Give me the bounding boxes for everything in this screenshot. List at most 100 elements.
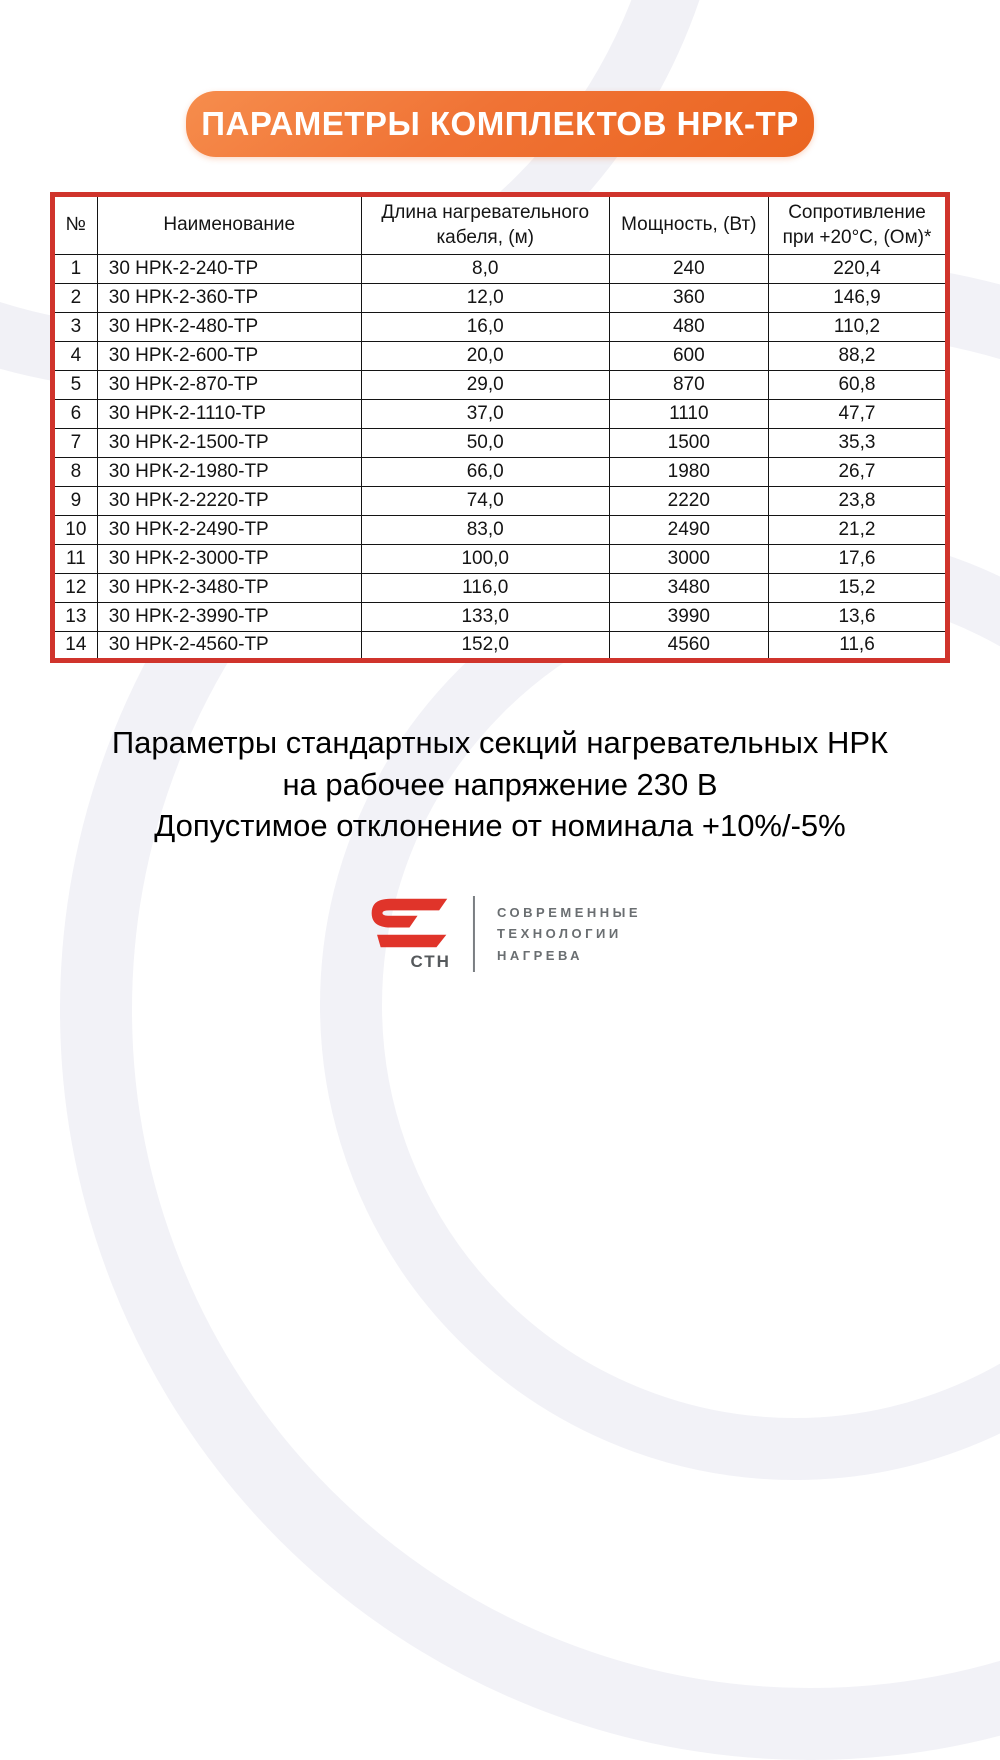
cell-length: 74,0 [360,486,610,516]
cell-length: 20,0 [360,341,610,371]
table-row: 11 30 НРК-2-3000-ТР 100,0 3000 17,6 [52,544,949,574]
page-title: ПАРАМЕТРЫ КОМПЛЕКТОВ НРК-ТР [201,105,799,142]
cell-length: 116,0 [360,573,610,603]
logo-mark-block: СТН [359,896,451,972]
cell-number: 7 [52,428,98,458]
cell-name: 30 НРК-2-870-ТР [96,370,362,400]
spec-table: № Наименование Длина нагревательного каб… [50,192,950,663]
cell-resistance: 88,2 [767,341,949,371]
cell-length: 100,0 [360,544,610,574]
column-header-power: Мощность, (Вт) [608,194,769,255]
stn-cable-icon [359,896,451,950]
cell-number: 3 [52,312,98,342]
table-row: 2 30 НРК-2-360-ТР 12,0 360 146,9 [52,283,949,313]
cell-number: 14 [52,631,98,661]
cell-power: 2490 [608,515,769,545]
cell-resistance: 47,7 [767,399,949,429]
cell-resistance: 11,6 [767,631,949,661]
cell-name: 30 НРК-2-2220-ТР [96,486,362,516]
cell-name: 30 НРК-2-1110-ТР [96,399,362,429]
cell-resistance: 60,8 [767,370,949,400]
table-row: 13 30 НРК-2-3990-ТР 133,0 3990 13,6 [52,602,949,632]
cell-name: 30 НРК-2-4560-ТР [96,631,362,661]
cell-name: 30 НРК-2-360-ТР [96,283,362,313]
cell-resistance: 110,2 [767,312,949,342]
cell-power: 2220 [608,486,769,516]
cell-length: 29,0 [360,370,610,400]
cell-resistance: 220,4 [767,254,949,284]
cell-resistance: 15,2 [767,573,949,603]
cell-power: 3000 [608,544,769,574]
cell-number: 12 [52,573,98,603]
cell-number: 6 [52,399,98,429]
cell-power: 3990 [608,602,769,632]
cell-name: 30 НРК-2-3990-ТР [96,602,362,632]
column-header-resistance: Сопротивление при +20°С, (Ом)* [767,194,949,255]
logo-abbr: СТН [410,952,451,971]
cell-length: 8,0 [360,254,610,284]
spec-table-container: № Наименование Длина нагревательного каб… [50,192,950,663]
cell-power: 1110 [608,399,769,429]
table-header-row: № Наименование Длина нагревательного каб… [52,194,949,255]
cell-power: 240 [608,254,769,284]
cell-resistance: 26,7 [767,457,949,487]
column-header-length: Длина нагревательного кабеля, (м) [360,194,610,255]
cell-name: 30 НРК-2-3480-ТР [96,573,362,603]
table-row: 5 30 НРК-2-870-ТР 29,0 870 60,8 [52,370,949,400]
cell-resistance: 23,8 [767,486,949,516]
cell-length: 152,0 [360,631,610,661]
cell-name: 30 НРК-2-2490-ТР [96,515,362,545]
cell-name: 30 НРК-2-1980-ТР [96,457,362,487]
background-arc-bottom-right-inner [320,530,1000,1480]
note-line-1: Параметры стандартных секций нагреватель… [111,725,889,760]
table-row: 14 30 НРК-2-4560-ТР 152,0 4560 11,6 [52,631,949,661]
table-row: 8 30 НРК-2-1980-ТР 66,0 1980 26,7 [52,457,949,487]
cell-number: 2 [52,283,98,313]
logo-divider [472,896,475,972]
column-header-number: № [52,194,98,255]
table-row: 10 30 НРК-2-2490-ТР 83,0 2490 21,2 [52,515,949,545]
cell-number: 1 [52,254,98,284]
cell-power: 360 [608,283,769,313]
note-line-2: на рабочее напряжение 230 В [282,766,718,802]
cell-power: 4560 [608,631,769,661]
cell-name: 30 НРК-2-3000-ТР [96,544,362,574]
cell-resistance: 17,6 [767,544,949,574]
logo-company-line-2: ТЕХНОЛОГИИ [496,926,622,942]
cell-number: 13 [52,602,98,632]
table-row: 7 30 НРК-2-1500-ТР 50,0 1500 35,3 [52,428,949,458]
cell-name: 30 НРК-2-1500-ТР [96,428,362,458]
cell-number: 8 [52,457,98,487]
cell-name: 30 НРК-2-480-ТР [96,312,362,342]
cell-length: 133,0 [360,602,610,632]
cell-resistance: 146,9 [767,283,949,313]
title-banner: ПАРАМЕТРЫ КОМПЛЕКТОВ НРК-ТР [186,91,814,157]
cell-power: 600 [608,341,769,371]
cell-length: 16,0 [360,312,610,342]
cell-resistance: 21,2 [767,515,949,545]
cell-number: 11 [52,544,98,574]
table-row: 12 30 НРК-2-3480-ТР 116,0 3480 15,2 [52,573,949,603]
cell-length: 83,0 [360,515,610,545]
cell-power: 1980 [608,457,769,487]
column-header-name: Наименование [96,194,362,255]
table-row: 6 30 НРК-2-1110-ТР 37,0 1110 47,7 [52,399,949,429]
cell-length: 66,0 [360,457,610,487]
cell-power: 480 [608,312,769,342]
logo-company-name: СОВРЕМЕННЫЕ ТЕХНОЛОГИИ НАГРЕВА [497,902,641,966]
note-line-3: Допустимое отклонение от номинала +10%/-… [154,808,846,844]
cell-length: 50,0 [360,428,610,458]
cell-power: 1500 [608,428,769,458]
cell-number: 9 [52,486,98,516]
cell-name: 30 НРК-2-240-ТР [96,254,362,284]
cell-length: 12,0 [360,283,610,313]
table-row: 4 30 НРК-2-600-ТР 20,0 600 88,2 [52,341,949,371]
table-row: 1 30 НРК-2-240-ТР 8,0 240 220,4 [52,254,949,284]
cell-power: 870 [608,370,769,400]
cell-number: 4 [52,341,98,371]
cell-power: 3480 [608,573,769,603]
note-text: Параметры стандартных секций нагреватель… [0,722,1000,847]
cell-name: 30 НРК-2-600-ТР [96,341,362,371]
cell-number: 5 [52,370,98,400]
cell-resistance: 35,3 [767,428,949,458]
